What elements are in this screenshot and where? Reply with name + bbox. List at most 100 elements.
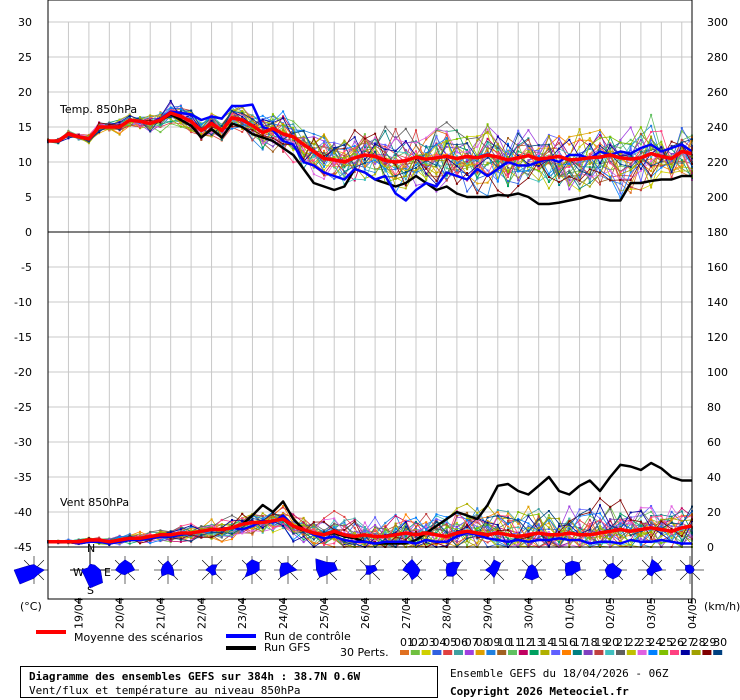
ensemble-member-point	[394, 156, 397, 159]
ensemble-member-point	[455, 544, 458, 547]
ensemble-member-point	[455, 169, 458, 172]
ensemble-member-point	[599, 137, 601, 140]
ensemble-member-point	[619, 545, 622, 548]
ensemble-member-point	[680, 147, 683, 150]
ensemble-member-point	[639, 535, 642, 538]
ensemble-member-point	[210, 135, 213, 138]
ensemble-member-point	[190, 526, 193, 529]
ensemble-member-point	[670, 166, 673, 169]
ensemble-member-point	[639, 514, 642, 517]
ensemble-member-point	[271, 525, 274, 528]
date-label: 25/04	[318, 597, 331, 629]
ensemble-member-point	[333, 177, 336, 180]
ensemble-member-point	[517, 511, 520, 513]
rose-petals	[402, 558, 421, 581]
ensemble-member-point	[650, 137, 653, 140]
ensemble-member-point	[537, 513, 540, 516]
ensemble-member-point	[312, 147, 315, 150]
ensemble-member-point	[445, 542, 448, 545]
ensemble-member-point	[578, 523, 581, 526]
ensemble-member-point	[220, 523, 223, 526]
ensemble-member-point	[486, 124, 489, 127]
ensemble-member-point	[537, 528, 540, 531]
member-code: 04	[432, 636, 446, 649]
ensemble-member-point	[496, 534, 499, 537]
member-code: 29	[702, 636, 716, 649]
ensemble-member-point	[619, 153, 622, 156]
ensemble-member-point	[425, 146, 428, 149]
ensemble-member-point	[588, 537, 591, 540]
member-swatch	[637, 650, 647, 655]
ensemble-member-point	[445, 174, 448, 177]
ensemble-member-point	[578, 138, 581, 141]
ensemble-member-point	[323, 542, 325, 545]
ensemble-member-point	[312, 133, 315, 135]
ensemble-member-point	[558, 163, 561, 166]
member-swatch	[551, 650, 561, 655]
ensemble-member-point	[333, 510, 336, 512]
ensemble-member-point	[558, 531, 561, 533]
ensemble-member-point	[149, 542, 152, 545]
ensemble-member-point	[639, 162, 642, 165]
ensemble-member-point	[588, 159, 591, 162]
ensemble-member-point	[609, 533, 612, 536]
ensemble-member-point	[527, 513, 530, 516]
ensemble-member-point	[190, 116, 193, 119]
ensemble-member-point	[231, 110, 233, 113]
member-code: 19	[594, 636, 608, 649]
ensemble-member-point	[486, 181, 489, 184]
right-tick-label: 280	[707, 51, 728, 64]
ensemble-member-point	[558, 167, 561, 170]
ensemble-member-point	[404, 519, 407, 522]
ensemble-member-point	[588, 178, 591, 181]
ensemble-member-point	[660, 140, 663, 143]
ensemble-member-point	[179, 125, 182, 128]
ensemble-member-point	[619, 171, 622, 174]
ensemble-member-point	[374, 173, 377, 176]
ensemble-member-point	[241, 513, 244, 515]
ensemble-member-point	[629, 527, 632, 530]
ensemble-member-point	[486, 163, 489, 166]
ensemble-member-point	[496, 164, 499, 167]
ensemble-member-point	[588, 514, 591, 517]
ensemble-member-point	[445, 145, 448, 148]
ensemble-member-point	[670, 145, 673, 148]
ensemble-member-point	[599, 517, 601, 520]
ensemble-member-point	[384, 521, 387, 524]
ensemble-member-point	[547, 187, 550, 190]
ensemble-member-point	[415, 161, 417, 164]
ensemble-member-point	[200, 132, 203, 135]
ensemble-member-point	[629, 174, 632, 177]
ensemble-member-point	[220, 138, 223, 141]
left-tick-label: -10	[14, 296, 32, 309]
ensemble-member-point	[384, 163, 387, 166]
ensemble-member-point	[374, 171, 377, 174]
ensemble-member-point	[261, 134, 264, 137]
ensemble-member-point	[179, 540, 182, 543]
ensemble-member-point	[210, 536, 213, 539]
ensemble-member-point	[261, 531, 264, 534]
ensemble-member-point	[271, 133, 274, 136]
ensemble-member-point	[149, 530, 152, 533]
run-info: Ensemble GEFS du 18/04/2026 - 06Z	[450, 667, 669, 680]
rose-petals	[204, 564, 218, 576]
ensemble-member-point	[190, 527, 193, 530]
ensemble-member-point	[486, 521, 489, 524]
ensemble-member-point	[323, 161, 325, 164]
ensemble-member-point	[629, 516, 632, 519]
member-code: 16	[562, 636, 576, 649]
left-tick-label: -20	[14, 366, 32, 379]
ensemble-member-point	[650, 510, 653, 513]
ensemble-member-point	[680, 532, 683, 535]
ensemble-member-point	[476, 135, 479, 138]
ensemble-member-point	[486, 529, 489, 532]
ensemble-member-point	[537, 162, 540, 165]
ensemble-member-point	[466, 174, 469, 176]
ensemble-member-point	[476, 528, 479, 531]
ensemble-member-point	[353, 165, 356, 168]
ensemble-member-point	[507, 185, 509, 188]
ensemble-member-point	[343, 524, 346, 526]
ensemble-member-point	[200, 138, 203, 141]
ensemble-member-point	[343, 150, 346, 152]
ensemble-member-point	[292, 130, 295, 133]
